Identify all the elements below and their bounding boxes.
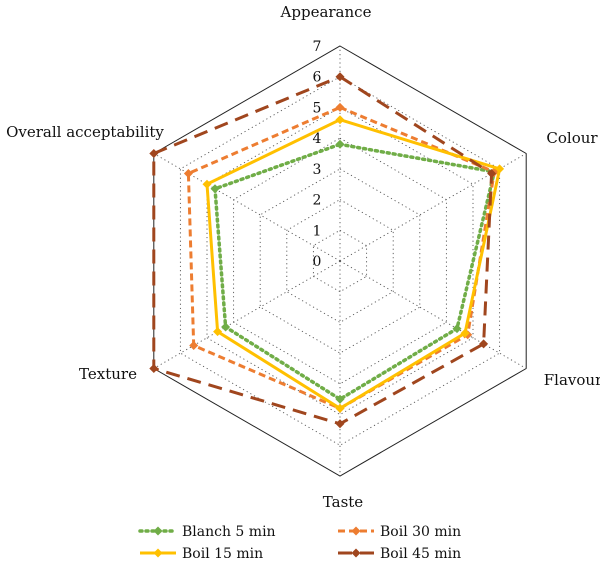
tick-label-1: 1 bbox=[313, 223, 322, 239]
legend-marker-2 bbox=[351, 526, 361, 536]
data-series bbox=[149, 72, 505, 429]
legend-label-3: Boil 15 min bbox=[182, 546, 263, 562]
data-point-3-6 bbox=[202, 179, 212, 189]
axis-label-flavour: Flavour bbox=[544, 371, 600, 389]
tick-label-6: 6 bbox=[313, 70, 322, 86]
data-point-4-1 bbox=[335, 72, 345, 82]
series-line-3 bbox=[205, 118, 502, 411]
axis-label-taste: Taste bbox=[323, 493, 364, 511]
tick-label-7: 7 bbox=[313, 39, 322, 55]
legend-marker-1 bbox=[153, 526, 163, 536]
legend-item-2: Boil 30 min bbox=[338, 524, 461, 540]
legend-marker-3 bbox=[153, 548, 163, 558]
data-point-3-2 bbox=[495, 164, 505, 174]
legend-label-2: Boil 30 min bbox=[380, 524, 461, 540]
data-point-3-1 bbox=[335, 115, 345, 125]
data-point-1-6 bbox=[210, 184, 220, 194]
legend-item-4: Boil 45 min bbox=[338, 546, 461, 562]
data-point-1-4 bbox=[335, 394, 345, 404]
series-boil-45-min bbox=[149, 72, 497, 429]
data-point-3-5 bbox=[213, 327, 223, 337]
data-point-1-1 bbox=[335, 139, 345, 149]
radial-tick-labels: 0 1 2 3 4 5 6 7 bbox=[313, 39, 322, 270]
data-point-2-1 bbox=[335, 102, 345, 112]
axis-label-colour: Colour bbox=[546, 129, 598, 147]
data-point-4-4 bbox=[335, 419, 345, 429]
data-point-3-4 bbox=[335, 403, 345, 413]
data-point-1-5 bbox=[221, 322, 231, 332]
legend-item-3: Boil 15 min bbox=[140, 546, 263, 562]
data-point-4-5 bbox=[149, 364, 159, 373]
grid-ring-2 bbox=[286, 199, 394, 323]
legend-item-1: Blanch 5 min bbox=[138, 524, 276, 540]
tick-label-3: 3 bbox=[313, 162, 322, 178]
legend-marker-4 bbox=[351, 548, 361, 558]
data-point-4-6 bbox=[149, 149, 159, 158]
axis-label-texture: Texture bbox=[79, 365, 137, 383]
tick-label-2: 2 bbox=[313, 193, 322, 209]
data-point-2-6 bbox=[183, 169, 193, 178]
legend: Blanch 5 min Boil 30 min Boil 15 min Boil 4… bbox=[138, 524, 461, 562]
axis-label-appearance: Appearance bbox=[280, 3, 372, 21]
data-point-4-3 bbox=[479, 339, 489, 349]
series-blanch-5-min bbox=[210, 139, 499, 404]
axis-labels: Appearance Colour Flavour Taste Texture Overa… bbox=[6, 3, 600, 511]
tick-label-0: 0 bbox=[313, 254, 322, 270]
grid-spoke-5 bbox=[153, 260, 341, 369]
data-point-4-2 bbox=[487, 169, 497, 178]
legend-label-1: Blanch 5 min bbox=[182, 524, 276, 540]
tick-label-4: 4 bbox=[313, 131, 322, 147]
data-point-2-5 bbox=[189, 341, 199, 350]
tick-label-5: 5 bbox=[313, 100, 322, 116]
axis-label-overall-acceptability: Overall acceptability bbox=[6, 123, 164, 141]
series-boil-15-min bbox=[202, 115, 505, 413]
data-point-1-3 bbox=[452, 324, 462, 334]
data-point-3-3 bbox=[460, 328, 470, 338]
legend-label-4: Boil 45 min bbox=[380, 546, 461, 562]
